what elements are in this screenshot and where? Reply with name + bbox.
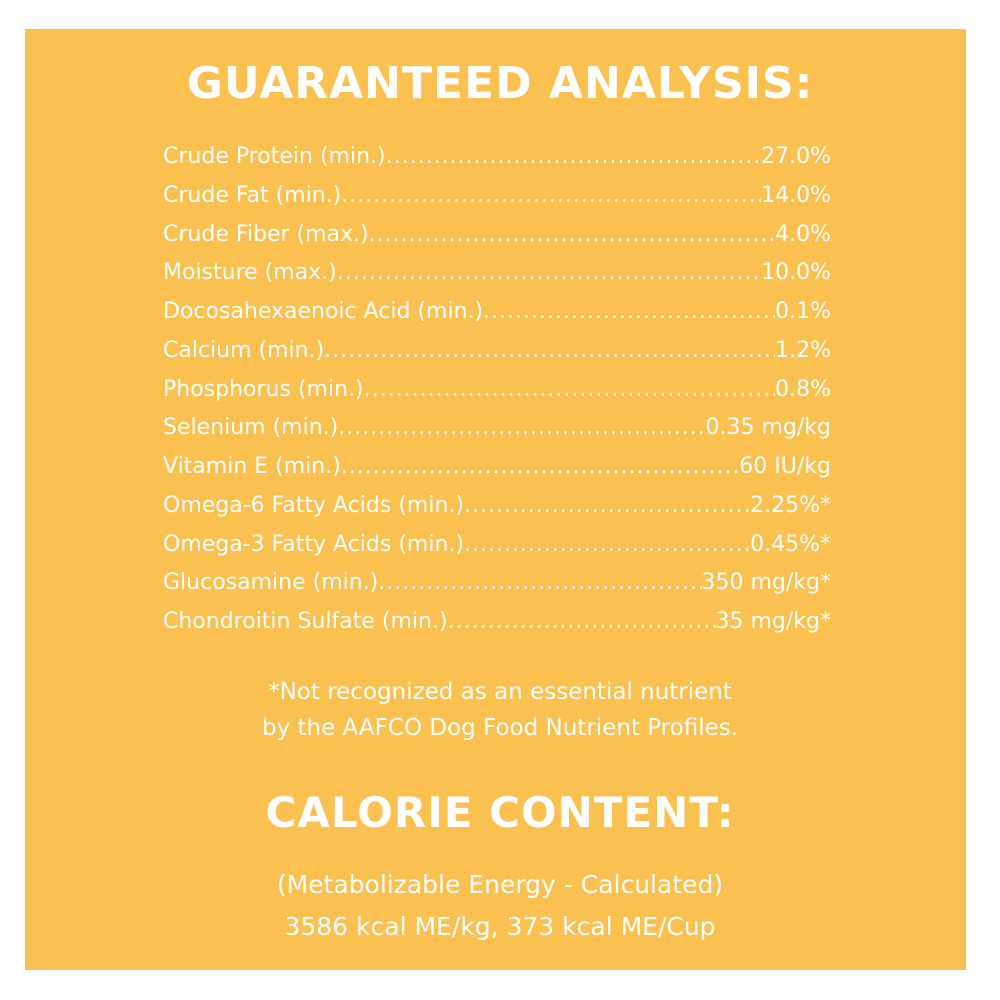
analysis-row: Chondroitin Sulfate (min.) 35 mg/kg* xyxy=(163,604,831,643)
analysis-row: Vitamin E (min.) 60 IU/kg xyxy=(163,449,831,488)
dot-leader xyxy=(378,565,701,604)
nutrient-value: 0.8% xyxy=(775,376,831,402)
analysis-row: Omega-3 Fatty Acids (min.) 0.45%* xyxy=(163,527,831,566)
dot-leader xyxy=(324,333,775,372)
analysis-row: Selenium (min.) 0.35 mg/kg xyxy=(163,410,831,449)
analysis-row: Crude Fiber (max.) 4.0% xyxy=(163,217,831,256)
calorie-content-title: CALORIE CONTENT: xyxy=(265,788,735,837)
nutrient-value: 0.45%* xyxy=(750,531,831,557)
nutrient-value: 0.1% xyxy=(775,299,831,324)
footnote: *Not recognized as an essential nutrient… xyxy=(0,674,1000,746)
calorie-values: 3586 kcal ME/kg, 373 kcal ME/Cup xyxy=(284,912,716,941)
nutrient-value: 4.0% xyxy=(775,221,831,247)
footnote-line: *Not recognized as an essential nutrient xyxy=(268,679,732,705)
dot-leader xyxy=(369,217,775,256)
nutrient-value: 35 mg/kg* xyxy=(715,609,832,634)
dot-leader xyxy=(341,178,761,217)
analysis-row: Moisture (max.) 10.0% xyxy=(163,255,831,294)
nutrient-value: 60 IU/kg xyxy=(739,454,831,479)
nutrient-value: 27.0% xyxy=(761,144,831,169)
dot-leader xyxy=(483,294,775,333)
calorie-content: (Metabolizable Energy - Calculated) 3586… xyxy=(0,864,1000,948)
nutrient-value: 10.0% xyxy=(761,260,831,286)
nutrient-label: Chondroitin Sulfate (min.) xyxy=(163,609,448,634)
nutrient-label: Phosphorus (min.) xyxy=(163,376,364,402)
nutrient-label: Omega-6 Fatty Acids (min.) xyxy=(163,492,464,518)
nutrient-label: Crude Fat (min.) xyxy=(163,182,342,208)
nutrient-label: Crude Protein (min.) xyxy=(163,144,386,169)
nutrient-label: Selenium (min.) xyxy=(163,415,339,441)
nutrient-value: 2.25%* xyxy=(750,492,831,518)
analysis-table: Crude Protein (min.) 27.0% Crude Fat (min.… xyxy=(163,139,831,643)
calorie-method: (Metabolizable Energy - Calculated) xyxy=(276,870,724,899)
analysis-row: Docosahexaenoic Acid (min.) 0.1% xyxy=(163,294,831,333)
nutrient-value: 0.35 mg/kg xyxy=(705,415,832,441)
analysis-row: Crude Protein (min.) 27.0% xyxy=(163,139,831,178)
dot-leader xyxy=(337,255,761,294)
nutrient-value: 1.2% xyxy=(775,337,831,363)
nutrient-label: Calcium (min.) xyxy=(163,337,325,363)
nutrient-label: Moisture (max.) xyxy=(163,260,337,286)
nutrient-label: Glucosamine (min.) xyxy=(163,570,379,596)
analysis-row: Omega-6 Fatty Acids (min.) 2.25%* xyxy=(163,488,831,527)
nutrient-label: Crude Fiber (max.) xyxy=(163,221,369,247)
nutrient-value: 350 mg/kg* xyxy=(701,570,832,596)
dot-leader xyxy=(364,372,776,411)
dot-leader xyxy=(448,604,716,643)
analysis-row: Calcium (min.) 1.2% xyxy=(163,333,831,372)
dot-leader xyxy=(338,410,705,449)
footnote-line: by the AAFCO Dog Food Nutrient Profiles. xyxy=(261,715,739,741)
analysis-row: Glucosamine (min.) 350 mg/kg* xyxy=(163,565,831,604)
analysis-row: Phosphorus (min.) 0.8% xyxy=(163,372,831,411)
dot-leader xyxy=(341,449,739,488)
nutrient-label: Docosahexaenoic Acid (min.) xyxy=(163,299,484,324)
dot-leader xyxy=(464,527,750,566)
nutrient-value: 14.0% xyxy=(761,182,831,208)
dot-leader xyxy=(386,139,762,178)
nutrient-label: Omega-3 Fatty Acids (min.) xyxy=(163,531,464,557)
dot-leader xyxy=(464,488,750,527)
analysis-row: Crude Fat (min.) 14.0% xyxy=(163,178,831,217)
guaranteed-analysis-title: GUARANTEED ANALYSIS: xyxy=(186,58,814,109)
nutrient-label: Vitamin E (min.) xyxy=(163,454,341,479)
